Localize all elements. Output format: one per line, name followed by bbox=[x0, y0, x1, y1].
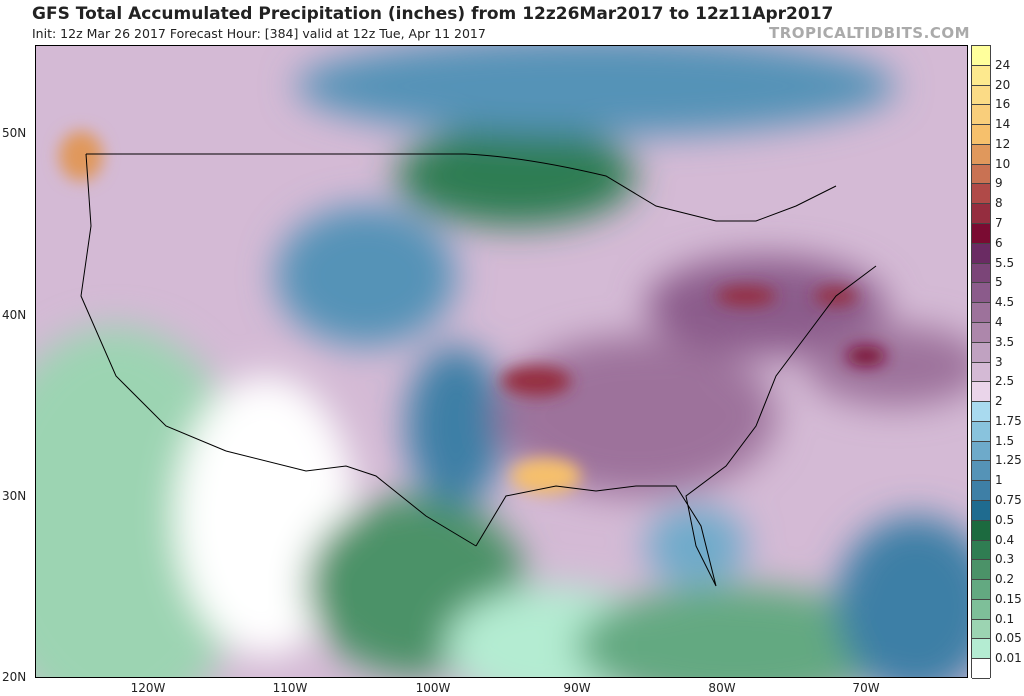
gulf-coast-max bbox=[511, 458, 581, 494]
colorbar-bin bbox=[972, 500, 990, 521]
colorbar-label: 2.5 bbox=[995, 374, 1015, 389]
colorbar-label: 0.2 bbox=[995, 572, 1015, 587]
colorbar-label: 2 bbox=[995, 394, 1003, 409]
colorbar bbox=[971, 45, 991, 679]
colorbar-bin bbox=[972, 243, 990, 264]
colorbar-label: 7 bbox=[995, 216, 1003, 231]
map-title: GFS Total Accumulated Precipitation (inc… bbox=[32, 4, 834, 24]
colorbar-bin bbox=[972, 46, 990, 66]
colorbar-label: 10 bbox=[995, 156, 1011, 171]
colorbar-label: 5.5 bbox=[995, 255, 1015, 270]
colorbar-bin bbox=[972, 125, 990, 145]
colorbar-bin bbox=[972, 599, 990, 620]
precipitation-field bbox=[36, 46, 967, 677]
colorbar-label: 8 bbox=[995, 196, 1003, 211]
lon-label-90w: 90W bbox=[563, 681, 591, 695]
credit-watermark: TROPICALTIDBITS.COM bbox=[769, 24, 970, 42]
colorbar-label: 9 bbox=[995, 176, 1003, 191]
colorbar-bin bbox=[972, 659, 990, 679]
colorbar-bin bbox=[972, 303, 990, 323]
colorbar-bin bbox=[972, 184, 990, 205]
colorbar-label: 1.5 bbox=[995, 433, 1015, 448]
colorbar-label: 0.3 bbox=[995, 552, 1015, 567]
colorbar-label: 0.5 bbox=[995, 512, 1015, 527]
pennsylvania-max bbox=[716, 286, 776, 306]
us-west-coast bbox=[80, 153, 227, 452]
colorbar-bin bbox=[972, 619, 990, 640]
colorbar-bin bbox=[972, 421, 990, 442]
colorbar-label: 12 bbox=[995, 136, 1011, 151]
lat-label-20n: 20N bbox=[2, 670, 27, 684]
lon-label-110w: 110W bbox=[272, 681, 308, 695]
colorbar-label: 1.75 bbox=[995, 413, 1022, 428]
colorbar-label: 16 bbox=[995, 97, 1011, 112]
colorbar-bin bbox=[972, 65, 990, 86]
lon-label-80w: 80W bbox=[708, 681, 736, 695]
colorbar-bin bbox=[972, 520, 990, 541]
colorbar-bin bbox=[972, 441, 990, 462]
colorbar-bin bbox=[972, 639, 990, 660]
colorbar-label: 0.75 bbox=[995, 492, 1022, 507]
colorbar-label: 4.5 bbox=[995, 295, 1015, 310]
arkansas-max bbox=[501, 366, 571, 396]
map-subtitle: Init: 12z Mar 26 2017 Forecast Hour: [38… bbox=[32, 26, 486, 41]
colorbar-bin bbox=[972, 144, 990, 165]
colorbar-bin bbox=[972, 283, 990, 304]
colorbar-label: 4 bbox=[995, 314, 1003, 329]
pacific-nw-max bbox=[59, 131, 103, 181]
colorbar-bin bbox=[972, 105, 990, 126]
colorbar-bin bbox=[972, 560, 990, 581]
lat-label-50n: 50N bbox=[2, 126, 27, 140]
texas-region bbox=[406, 346, 506, 506]
colorbar-label: 0.4 bbox=[995, 532, 1015, 547]
colorbar-label: 1 bbox=[995, 473, 1003, 488]
lon-label-70w: 70W bbox=[852, 681, 880, 695]
colorbar-label: 6 bbox=[995, 235, 1003, 250]
colorbar-label: 0.01 bbox=[995, 651, 1022, 666]
colorbar-bin bbox=[972, 481, 990, 501]
colorbar-bin bbox=[972, 540, 990, 561]
colorbar-label: 20 bbox=[995, 77, 1011, 92]
colorbar-label: 3.5 bbox=[995, 334, 1015, 349]
colorbar-bin bbox=[972, 342, 990, 363]
lon-label-120w: 120W bbox=[130, 681, 166, 695]
colorbar-bin bbox=[972, 164, 990, 185]
atlantic-max bbox=[846, 346, 886, 366]
precipitation-map bbox=[35, 45, 968, 678]
colorbar-label: 0.15 bbox=[995, 591, 1022, 606]
colorbar-bin bbox=[972, 224, 990, 244]
rockies-region bbox=[276, 206, 456, 346]
colorbar-label: 14 bbox=[995, 117, 1011, 132]
colorbar-label: 0.05 bbox=[995, 631, 1022, 646]
colorbar-bin bbox=[972, 362, 990, 383]
colorbar-bin bbox=[972, 204, 990, 225]
atlantic-band bbox=[806, 326, 967, 406]
colorbar-bin bbox=[972, 85, 990, 106]
canada-north bbox=[296, 46, 896, 136]
colorbar-bin bbox=[972, 382, 990, 403]
colorbar-label: 3 bbox=[995, 354, 1003, 369]
colorbar-bin bbox=[972, 461, 990, 482]
colorbar-bin bbox=[972, 580, 990, 600]
colorbar-label: 0.1 bbox=[995, 611, 1015, 626]
colorbar-label: 5 bbox=[995, 275, 1003, 290]
colorbar-bin bbox=[972, 402, 990, 422]
lat-label-40n: 40N bbox=[2, 308, 27, 322]
colorbar-label: 24 bbox=[995, 57, 1011, 72]
borders bbox=[80, 153, 877, 587]
colorbar-label: 1.25 bbox=[995, 453, 1022, 468]
northeast-region bbox=[646, 256, 886, 356]
us-canada-border bbox=[86, 153, 837, 222]
atlantic-south-region bbox=[836, 516, 967, 677]
caribbean-region bbox=[576, 586, 896, 677]
great-plains-north bbox=[396, 126, 636, 226]
colorbar-bin bbox=[972, 322, 990, 343]
lat-label-30n: 30N bbox=[2, 489, 27, 503]
colorbar-bin bbox=[972, 263, 990, 284]
gulf-coast bbox=[475, 265, 877, 587]
us-mexico-border bbox=[225, 450, 477, 547]
lon-label-100w: 100W bbox=[415, 681, 451, 695]
